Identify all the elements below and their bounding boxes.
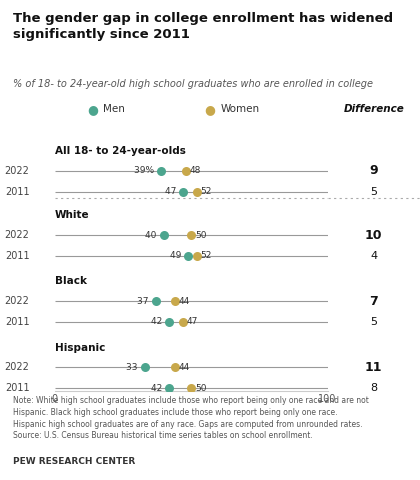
Text: 2011: 2011: [5, 187, 29, 197]
Text: 33: 33: [126, 363, 141, 372]
Text: 52: 52: [201, 251, 212, 260]
Text: 50: 50: [195, 230, 207, 240]
Text: The gender gap in college enrollment has widened
significantly since 2011: The gender gap in college enrollment has…: [13, 12, 393, 41]
Text: 4: 4: [370, 251, 377, 261]
Text: Men: Men: [103, 105, 125, 114]
Text: 42: 42: [151, 384, 165, 393]
Text: 2011: 2011: [5, 251, 29, 261]
Text: 44: 44: [179, 297, 190, 306]
Text: 7: 7: [370, 295, 378, 308]
Text: 47: 47: [187, 317, 198, 326]
Text: 10: 10: [365, 228, 383, 241]
Text: 2011: 2011: [5, 383, 29, 393]
Text: 2022: 2022: [5, 166, 29, 176]
Text: 44: 44: [179, 363, 190, 372]
Text: 37: 37: [137, 297, 152, 306]
Text: 5: 5: [370, 317, 377, 327]
Text: 5: 5: [370, 187, 377, 197]
Text: ●: ●: [87, 103, 98, 116]
Text: 40: 40: [145, 230, 160, 240]
Text: % of 18- to 24-year-old high school graduates who are enrolled in college: % of 18- to 24-year-old high school grad…: [13, 79, 373, 89]
Text: White: White: [55, 210, 89, 220]
Text: 39%: 39%: [134, 167, 157, 175]
Text: 2011: 2011: [5, 317, 29, 327]
Text: Hispanic: Hispanic: [55, 343, 105, 353]
Text: Black: Black: [55, 276, 87, 287]
Text: 8: 8: [370, 383, 377, 393]
Text: ●: ●: [205, 103, 215, 116]
Text: 2022: 2022: [5, 362, 29, 372]
Text: 42: 42: [151, 317, 165, 326]
Text: 52: 52: [201, 187, 212, 196]
Text: Women: Women: [220, 105, 260, 114]
Text: 11: 11: [365, 361, 383, 374]
Text: 2022: 2022: [5, 296, 29, 306]
Text: 50: 50: [195, 384, 207, 393]
Text: PEW RESEARCH CENTER: PEW RESEARCH CENTER: [13, 457, 135, 466]
Text: 49: 49: [170, 251, 184, 260]
Text: All 18- to 24-year-olds: All 18- to 24-year-olds: [55, 146, 186, 156]
Text: 9: 9: [370, 165, 378, 178]
Text: 47: 47: [165, 187, 179, 196]
Text: Difference: Difference: [344, 105, 404, 114]
Text: Note: White high school graduates include those who report being only one race a: Note: White high school graduates includ…: [13, 396, 368, 441]
Text: 2022: 2022: [5, 230, 29, 240]
Text: 48: 48: [190, 167, 201, 175]
